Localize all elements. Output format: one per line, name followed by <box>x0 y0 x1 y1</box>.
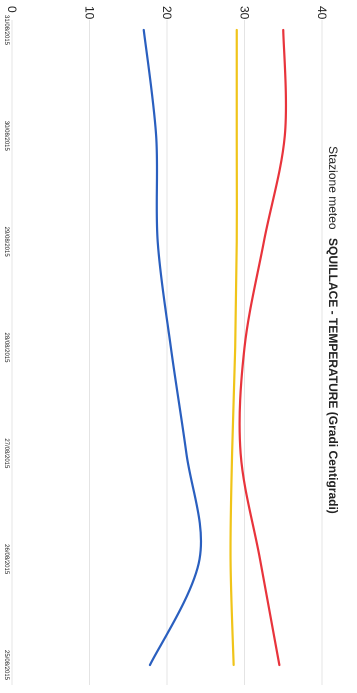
y-tick-label: 30 <box>238 6 252 20</box>
x-tick-label: 28/08/2015 <box>3 332 9 363</box>
y-tick-label: 20 <box>160 6 174 20</box>
y-tick-label: 0 <box>5 6 19 13</box>
series-line-2 <box>142 28 203 667</box>
x-tick-label: 25/08/2015 <box>3 650 9 681</box>
x-tick-label: 30/08/2015 <box>3 121 9 152</box>
x-axis-ticks: 31/08/2015 30/08/2015 29/08/2015 28/08/2015… <box>3 15 9 681</box>
chart-title-main: SQUILLACE - TEMPERATURE (Gradi Centigrad… <box>326 238 340 514</box>
y-tick-label: 10 <box>83 6 97 20</box>
chart-title-prefix: Stazione meteo <box>326 146 340 230</box>
series-lines <box>142 28 288 667</box>
chart-title: Stazione meteo SQUILLACE - TEMPERATURE (… <box>325 146 342 514</box>
x-tick-label: 31/08/2015 <box>3 15 9 46</box>
y-axis-ticks: 0 10 20 30 40 <box>5 6 329 20</box>
plot-area: 0 10 20 30 40 31/08/2015 30/08/2015 29/08/2015… <box>3 6 342 685</box>
x-tick-label: 27/08/2015 <box>3 438 9 469</box>
x-tick-label: 26/08/2015 <box>3 544 9 575</box>
series-line-1 <box>229 28 238 667</box>
grid-lines <box>11 20 323 685</box>
series-line-0 <box>238 28 288 667</box>
x-tick-label: 29/08/2015 <box>3 227 9 258</box>
y-tick-label: 40 <box>315 6 329 20</box>
